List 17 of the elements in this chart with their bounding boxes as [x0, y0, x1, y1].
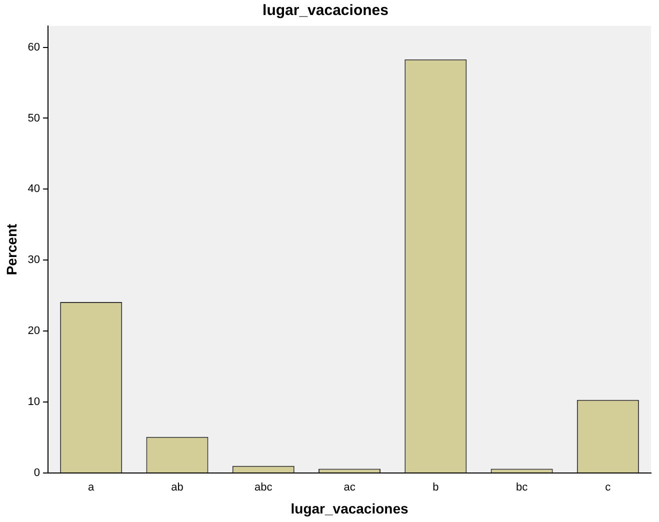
x-tick-label: ab	[171, 482, 184, 494]
y-tick-label: 40	[28, 183, 40, 196]
x-tick-label: a	[88, 482, 96, 494]
x-tick-label: abc	[254, 482, 273, 494]
x-tick-label: bc	[516, 482, 528, 494]
y-tick-label: 10	[28, 396, 40, 408]
y-tick-label: 60	[28, 41, 40, 54]
x-tick-label: ac	[344, 482, 356, 494]
y-axis-title: Percent	[3, 223, 20, 276]
y-tick-label: 20	[28, 325, 40, 338]
y-tick-label: 0	[34, 467, 40, 480]
x-tick-label: b	[432, 482, 439, 494]
y-tick-label: 30	[28, 254, 40, 266]
x-axis-title: lugar_vacaciones	[290, 500, 408, 516]
y-tick-label: 50	[28, 112, 40, 124]
x-tick-label: c	[605, 482, 612, 494]
chart-title: lugar_vacaciones	[262, 2, 388, 20]
